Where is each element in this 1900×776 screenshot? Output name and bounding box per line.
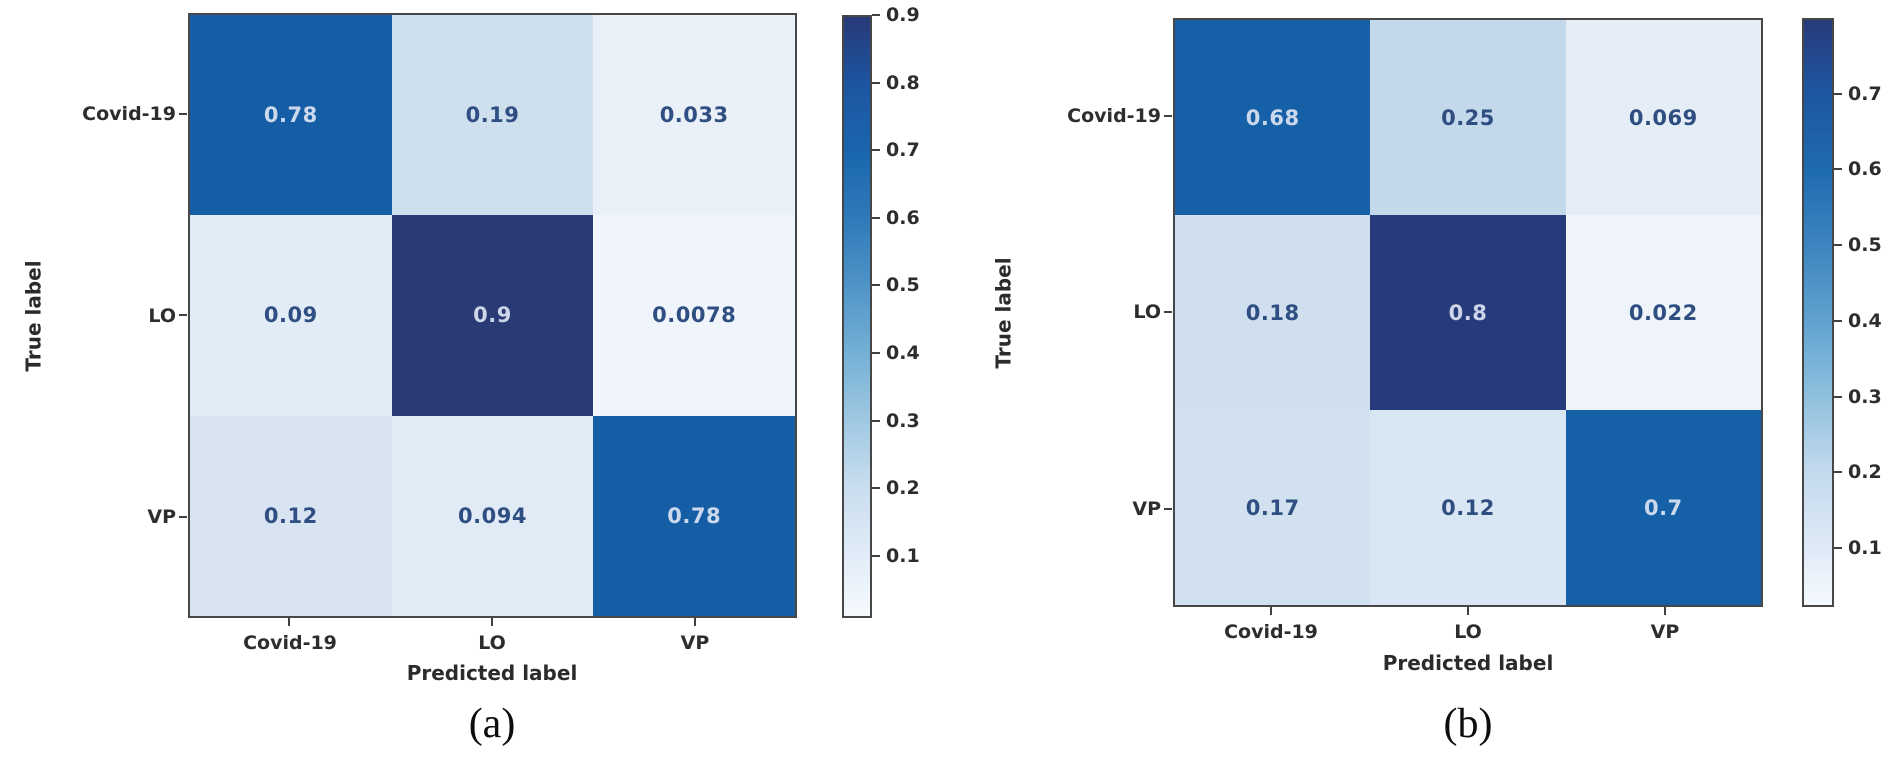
a-colorbar	[842, 15, 872, 618]
b-cell-r1c1: 0.8	[1370, 215, 1566, 410]
a-colorbar-tick-mark	[872, 284, 880, 286]
a-colorbar-tick-mark	[872, 217, 880, 219]
b-cell-r1c2: 0.022	[1565, 215, 1761, 410]
a-xtick-label-lo: LO	[478, 632, 506, 654]
a-colorbar-tick-label: 0.4	[886, 342, 920, 364]
a-colorbar-tick-label: 0.9	[886, 4, 920, 26]
b-colorbar-tick-mark	[1834, 93, 1842, 95]
a-cell-r0c0: 0.78	[190, 15, 392, 216]
a-ytick-label-lo: LO	[148, 305, 176, 327]
b-colorbar-tick-mark	[1834, 471, 1842, 473]
b-colorbar	[1802, 18, 1834, 607]
b-colorbar-tick-label: 0.7	[1848, 83, 1882, 105]
a-cell-r1c0: 0.09	[190, 215, 392, 416]
b-caption: (b)	[1443, 701, 1493, 747]
a-colorbar-tick-label: 0.7	[886, 139, 920, 161]
a-ytick-label-covid19: Covid-19	[82, 103, 176, 125]
a-colorbar-tick-mark	[872, 14, 880, 16]
b-ytick-mark	[1164, 311, 1172, 313]
a-cell-r0c1: 0.19	[391, 15, 594, 216]
a-colorbar-tick-label: 0.3	[886, 410, 920, 432]
a-colorbar-tick-mark	[872, 487, 880, 489]
b-colorbar-tick-label: 0.1	[1848, 537, 1882, 559]
a-caption: (a)	[468, 701, 516, 747]
a-colorbar-tick-label: 0.5	[886, 274, 920, 296]
b-xtick-label-lo: LO	[1454, 621, 1482, 643]
a-ytick-label-vp: VP	[147, 506, 176, 528]
a-cell-r1c1: 0.9	[391, 215, 594, 416]
b-cell-r1c0: 0.18	[1175, 215, 1371, 410]
a-colorbar-tick-mark	[872, 352, 880, 354]
a-colorbar-tick-mark	[872, 420, 880, 422]
b-ytick-mark	[1164, 115, 1172, 117]
b-colorbar-tick-label: 0.5	[1848, 234, 1882, 256]
b-cell-r0c2: 0.069	[1565, 20, 1761, 215]
b-cell-r0c1: 0.25	[1370, 20, 1566, 215]
b-colorbar-tick-label: 0.3	[1848, 386, 1882, 408]
b-colorbar-tick-mark	[1834, 547, 1842, 549]
b-xtick-mark	[1270, 607, 1272, 615]
b-y-axis-label-text: True label	[992, 256, 1017, 369]
b-colorbar-tick-label: 0.6	[1848, 158, 1882, 180]
a-colorbar-tick-mark	[872, 82, 880, 84]
b-colorbar-tick-mark	[1834, 244, 1842, 246]
a-xtick-label-vp: VP	[680, 632, 710, 654]
a-xtick-mark	[288, 618, 290, 626]
b-cell-r0c0: 0.68	[1175, 20, 1371, 215]
b-colorbar-tick-label: 0.2	[1848, 461, 1882, 483]
b-xtick-label-covid19: Covid-19	[1224, 621, 1318, 643]
b-x-axis-label: Predicted label	[1382, 651, 1554, 675]
b-heatmap: 0.68 0.25 0.069 0.18 0.8 0.022 0.17 0.12…	[1173, 18, 1763, 607]
a-ytick-mark	[179, 516, 187, 518]
a-colorbar-tick-label: 0.1	[886, 545, 920, 567]
b-colorbar-tick-mark	[1834, 396, 1842, 398]
a-x-axis-label: Predicted label	[406, 661, 578, 685]
a-heatmap: 0.78 0.19 0.033 0.09 0.9 0.0078 0.12 0.0…	[188, 13, 797, 618]
b-xtick-mark	[1664, 607, 1666, 615]
a-cell-r1c2: 0.0078	[593, 215, 795, 416]
a-cell-r2c2: 0.78	[593, 415, 795, 616]
b-cell-r2c0: 0.17	[1175, 410, 1371, 605]
b-xtick-mark	[1467, 607, 1469, 615]
b-ytick-label-covid19: Covid-19	[1067, 105, 1161, 127]
a-cell-r0c2: 0.033	[593, 15, 795, 216]
b-colorbar-tick-mark	[1834, 320, 1842, 322]
b-ytick-label-vp: VP	[1132, 498, 1161, 520]
b-cell-r2c1: 0.12	[1370, 410, 1566, 605]
a-colorbar-tick-label: 0.6	[886, 207, 920, 229]
a-xtick-mark	[694, 618, 696, 626]
a-ytick-mark	[179, 113, 187, 115]
b-cell-r2c2: 0.7	[1565, 410, 1761, 605]
a-colorbar-tick-mark	[872, 555, 880, 557]
b-xtick-label-vp: VP	[1650, 621, 1680, 643]
a-xtick-label-covid19: Covid-19	[243, 632, 337, 654]
b-colorbar-tick-label: 0.4	[1848, 310, 1882, 332]
a-colorbar-tick-label: 0.8	[886, 72, 920, 94]
b-ytick-label-lo: LO	[1133, 301, 1161, 323]
a-colorbar-tick-label: 0.2	[886, 477, 920, 499]
a-ytick-mark	[179, 314, 187, 316]
b-colorbar-tick-mark	[1834, 168, 1842, 170]
a-cell-r2c1: 0.094	[391, 415, 594, 616]
a-colorbar-tick-mark	[872, 149, 880, 151]
a-xtick-mark	[491, 618, 493, 626]
b-ytick-mark	[1164, 508, 1172, 510]
a-cell-r2c0: 0.12	[190, 415, 392, 616]
